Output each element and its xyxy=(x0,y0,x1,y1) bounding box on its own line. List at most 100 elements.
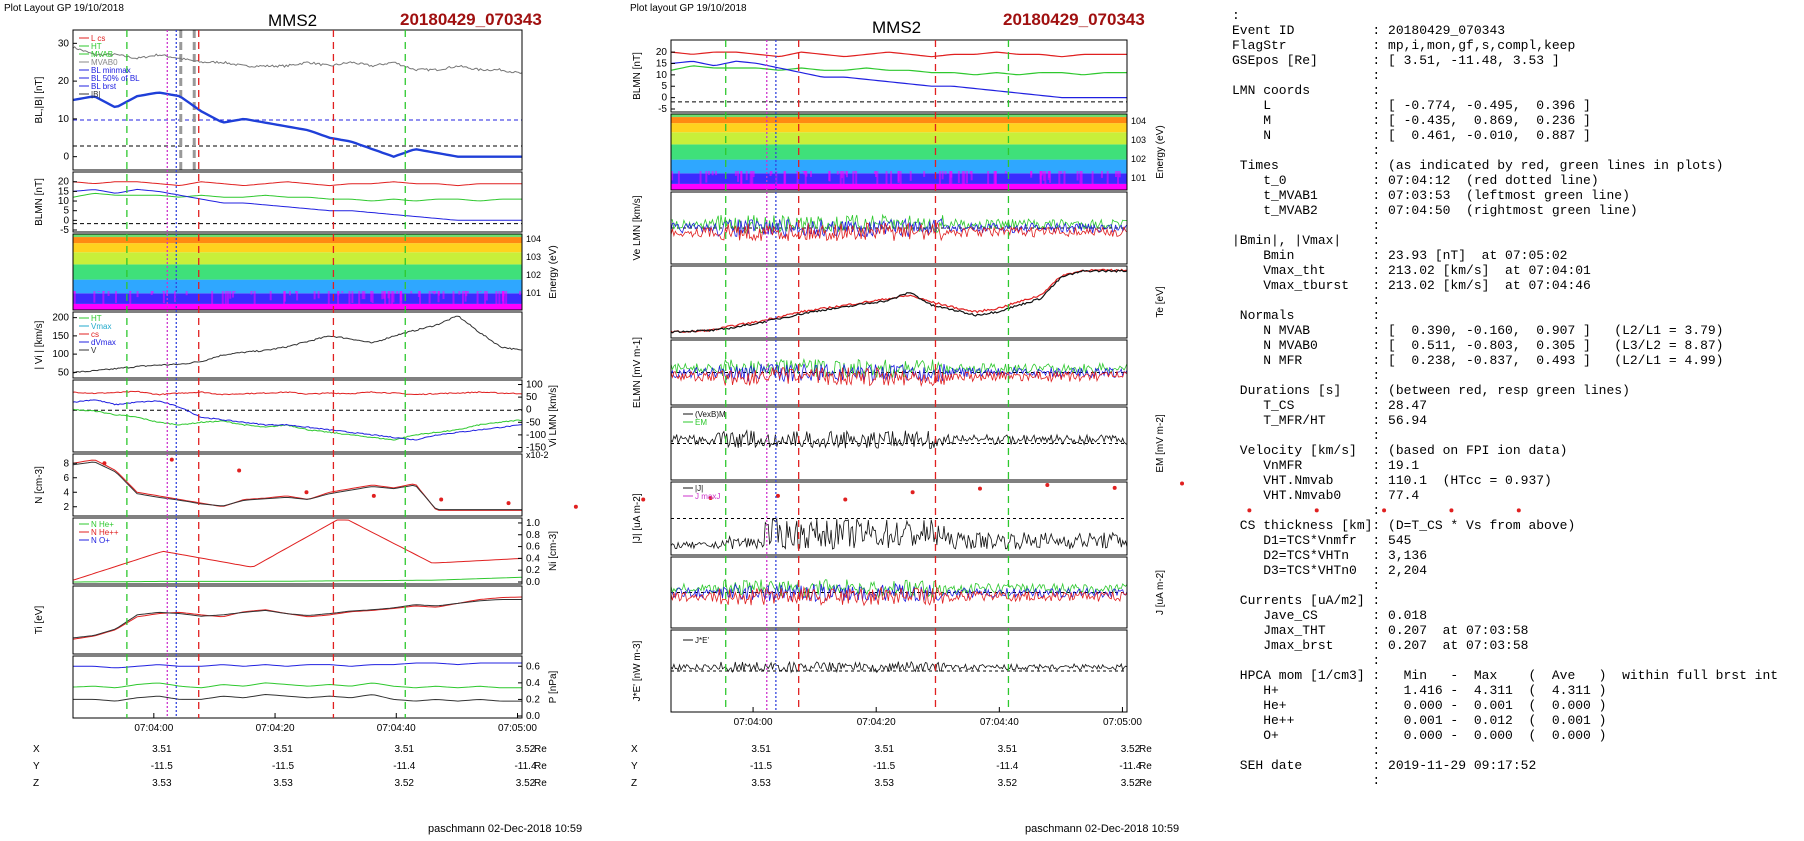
mid-panel-6: |J| [uA m-2] xyxy=(632,481,1128,556)
data-series xyxy=(670,582,1128,603)
info-line: : xyxy=(1232,743,1381,758)
spectrogram-speckle xyxy=(233,291,236,293)
y-axis-label: N [cm-3] xyxy=(34,466,45,504)
spectrogram-speckle xyxy=(944,171,947,175)
data-point xyxy=(304,490,309,495)
panel-frame xyxy=(670,39,1128,113)
spectrogram-speckle xyxy=(417,291,420,298)
exponent-label: x10-2 xyxy=(526,450,549,460)
y-tick-label: 6 xyxy=(63,473,69,484)
spectrogram-speckle xyxy=(253,291,256,309)
spectrogram-speckle xyxy=(476,291,479,307)
spectrogram-band xyxy=(73,237,522,244)
spectrogram-speckle xyxy=(371,291,374,304)
info-line: : xyxy=(1232,218,1381,233)
data-point xyxy=(1314,508,1319,513)
mid-title: MMS2 xyxy=(872,18,921,37)
spectrogram-speckle xyxy=(873,171,876,174)
left-event: 20180429_070343 xyxy=(400,10,542,29)
spectrogram-speckle xyxy=(1040,171,1043,176)
left-panel-8: 0.6 0.4 0.2 0.0 P [nPa] xyxy=(72,655,559,722)
spectrogram-speckle xyxy=(749,171,752,188)
position-value: -11.5 xyxy=(272,761,294,772)
data-point xyxy=(1045,483,1050,487)
spectrogram-speckle xyxy=(963,171,966,187)
info-line: GSEpos [Re] : [ 3.51, -11.48, 3.53 ] xyxy=(1232,53,1560,68)
position-value: 3.51 xyxy=(874,744,894,755)
info-line: M : [ -0.435, 0.869, 0.236 ] xyxy=(1232,113,1591,128)
info-line: Velocity [km/s] : (based on FPI ion data… xyxy=(1232,443,1568,458)
position-value: -11.4 xyxy=(1119,761,1141,772)
data-series xyxy=(670,65,1127,76)
spectrogram-speckle xyxy=(1039,171,1042,187)
spectrogram-speckle xyxy=(452,291,455,310)
data-series xyxy=(670,268,1127,334)
position-value: -11.4 xyxy=(514,761,536,772)
info-line: Normals : xyxy=(1232,308,1381,323)
left-panel-6: 1.00.80.60.40.20.0 Ni [cm-3] xyxy=(72,517,559,588)
left-panel-7: Ti [eV] xyxy=(34,585,523,655)
x-tick-label: 07:04:20 xyxy=(857,717,896,728)
spectrogram-speckle xyxy=(810,171,813,177)
panel-frame xyxy=(670,339,1128,406)
position-value: 3.52 xyxy=(1121,778,1141,789)
panel-frame xyxy=(72,655,523,719)
data-series xyxy=(670,217,1128,238)
info-line: : xyxy=(1232,8,1240,23)
info-line: Jmax_THT : 0.207 at 07:03:58 xyxy=(1232,623,1529,638)
info-line: : xyxy=(1232,578,1381,593)
spectrogram-speckle xyxy=(465,291,468,297)
data-point xyxy=(169,457,174,462)
position-unit: Re xyxy=(534,744,547,755)
info-line: : xyxy=(1232,68,1381,83)
left-panel-5: x10-2 8 6 4 2 N [cm-3] xyxy=(34,450,1521,517)
spectrogram-speckle xyxy=(1079,171,1082,184)
spectrogram-speckle xyxy=(1044,171,1047,184)
y-axis-label: Ti [eV] xyxy=(34,606,45,635)
spectrogram-speckle xyxy=(994,171,997,189)
y-axis-label: J [uA m-2] xyxy=(1155,570,1166,615)
spectrogram-speckle xyxy=(845,171,848,175)
spectrogram-speckle xyxy=(505,291,508,307)
spectrogram-speckle xyxy=(250,291,253,295)
info-line: T_MFR/HT : 56.94 xyxy=(1232,413,1428,428)
data-series xyxy=(670,60,1127,99)
y-tick-label: 103 xyxy=(526,252,541,262)
spectrogram-speckle xyxy=(699,171,702,185)
y-tick-label: -5 xyxy=(658,104,667,115)
legend-label: N O+ xyxy=(91,536,110,545)
y-tick-label: 0.2 xyxy=(526,694,540,705)
info-line: SEH date : 2019-11-29 09:17:52 xyxy=(1232,758,1537,773)
spectrogram-speckle xyxy=(461,291,464,307)
info-line: t_0 : 07:04:12 (red dotted line) xyxy=(1232,173,1599,188)
legend-label: EM xyxy=(695,418,707,427)
mid-panel-3: Te [eV] xyxy=(670,265,1166,339)
spectrogram-speckle xyxy=(437,291,440,296)
spectrogram-speckle xyxy=(283,291,286,307)
y-tick-label: 104 xyxy=(1131,116,1146,126)
y-tick-label: 103 xyxy=(1131,135,1146,145)
data-series xyxy=(670,429,1128,449)
spectrogram-band xyxy=(73,279,522,294)
data-series xyxy=(72,599,522,639)
spectrogram-speckle xyxy=(961,171,964,190)
position-value: 3.52 xyxy=(395,778,415,789)
data-point xyxy=(1247,508,1252,513)
spectrogram-speckle xyxy=(269,291,272,301)
spectrogram-speckle xyxy=(828,171,831,182)
legend-label: BL brst xyxy=(91,82,117,91)
spectrogram-speckle xyxy=(1060,171,1063,174)
spectrogram-band xyxy=(671,144,1127,160)
y-tick-label: 50 xyxy=(58,367,70,378)
ion-energy-spectrogram xyxy=(73,234,522,310)
info-line: Bmin : 23.93 [nT] at 07:05:02 xyxy=(1232,248,1568,263)
mid-panel-1: 104 103 102 101 Energy (eV) xyxy=(670,113,1166,191)
data-point xyxy=(708,496,713,501)
info-line: : xyxy=(1232,143,1381,158)
info-line: VHT.Nmvab0 : 77.4 xyxy=(1232,488,1420,503)
data-series xyxy=(72,408,523,441)
spectrogram-speckle xyxy=(836,171,839,175)
spectrogram-speckle xyxy=(874,171,877,178)
spectrogram-speckle xyxy=(705,171,708,183)
spectrogram-speckle xyxy=(784,171,787,184)
